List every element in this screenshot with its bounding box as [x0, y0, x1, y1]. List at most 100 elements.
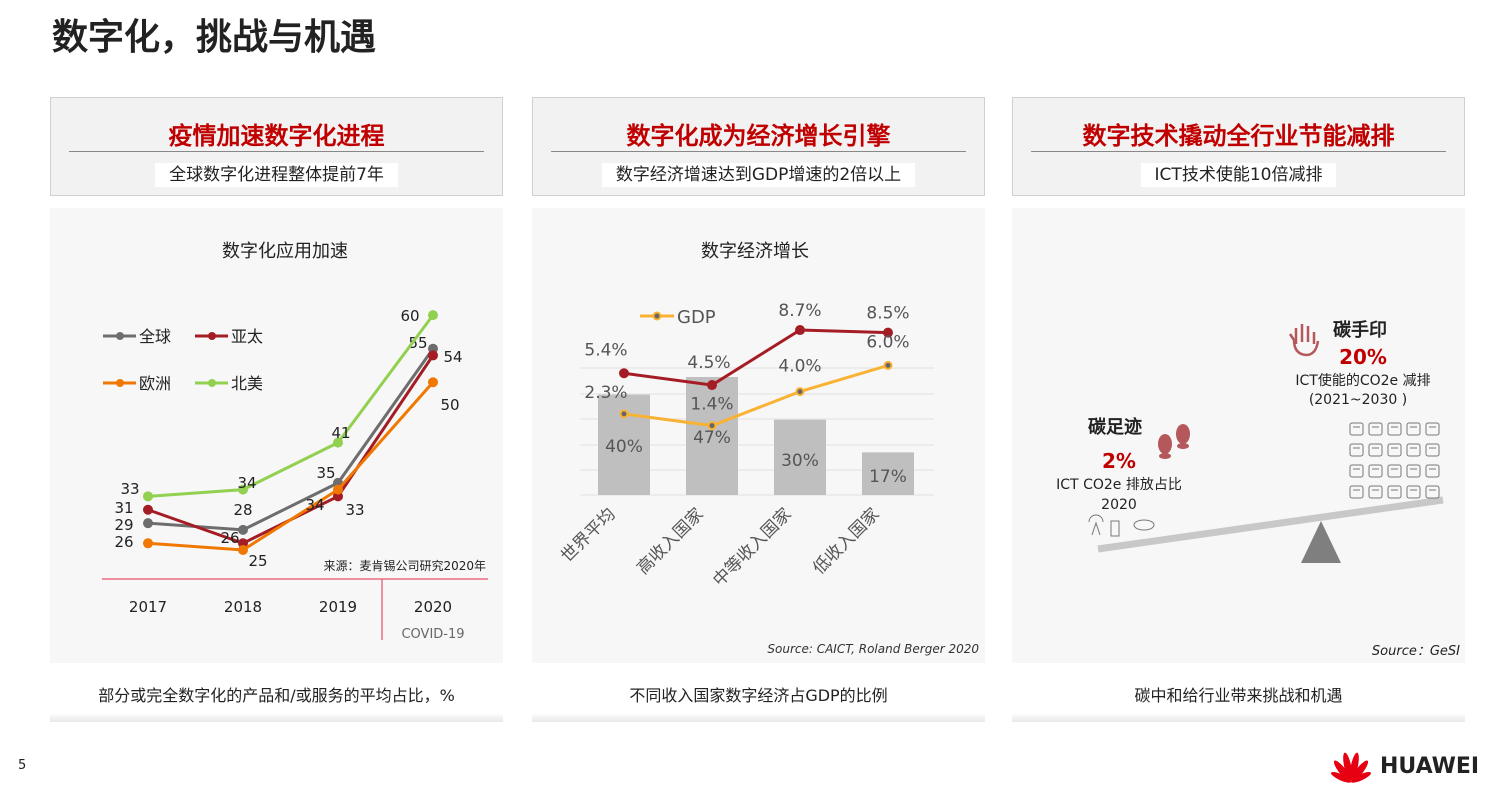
industry-icon	[1406, 443, 1421, 457]
card-footer-3: 碳中和给行业带来挑战和机遇	[1012, 678, 1465, 722]
data-label: 33	[345, 501, 364, 519]
data-label: 1.4%	[690, 395, 733, 415]
industry-icon	[1425, 443, 1440, 457]
card-header-2: 数字化成为经济增长引擎 数字经济增速达到GDP增速的2倍以上	[532, 97, 985, 196]
data-label: 55	[408, 334, 427, 352]
series-line	[623, 328, 889, 387]
industry-icon	[1387, 443, 1402, 457]
x-tick-label: 2020	[414, 598, 452, 616]
industry-icon	[1406, 464, 1421, 478]
data-point	[238, 545, 248, 555]
legend-label: 全球	[139, 327, 171, 346]
data-point	[333, 437, 343, 448]
industry-icon	[1425, 464, 1440, 478]
brand-name: HUAWEI	[1380, 753, 1480, 779]
bar-label: 30%	[781, 451, 819, 471]
legend-label: 北美	[231, 374, 263, 393]
data-label: 26	[220, 529, 239, 547]
data-point	[883, 327, 893, 338]
card-footer-2: 不同收入国家数字经济占GDP的比例	[532, 678, 985, 722]
data-label: 34	[305, 496, 324, 514]
bar-label: 17%	[869, 467, 907, 487]
card-subheading: ICT技术使能10倍减排	[1140, 163, 1337, 187]
industry-icon	[1387, 485, 1402, 499]
series-line-全球	[147, 347, 435, 532]
industry-icon	[1425, 485, 1440, 499]
huawei-petal-icon	[1330, 752, 1372, 783]
data-point	[238, 484, 248, 495]
data-point	[143, 518, 153, 529]
chart1-source: 来源：麦肯锡公司研究2020年	[323, 558, 486, 573]
x-tick-label: 2017	[129, 598, 167, 616]
data-point	[143, 504, 153, 515]
series-line	[623, 363, 889, 428]
industry-icon	[1368, 422, 1383, 436]
card-subheading: 全球数字化进程整体提前7年	[155, 163, 398, 187]
hand-icon	[1288, 324, 1320, 357]
card-footer-1: 部分或完全数字化的产品和/或服务的平均占比，%	[50, 678, 503, 722]
legend-marker	[652, 311, 662, 321]
series-line-北美	[147, 314, 435, 498]
series-line-亚太	[147, 354, 435, 545]
covid-annotation: COVID-19	[401, 627, 464, 642]
data-point	[238, 524, 248, 535]
data-point	[428, 350, 438, 361]
footprint-value: 2%	[1102, 449, 1136, 473]
legend-marker	[116, 332, 124, 340]
legend-label: 亚太	[231, 327, 263, 346]
data-label: 54	[443, 348, 462, 366]
huawei-logo: HUAWEI	[1328, 748, 1479, 784]
industry-icon	[1406, 422, 1421, 436]
industry-icon	[1349, 422, 1364, 436]
bar	[862, 452, 914, 495]
data-label: 4.0%	[778, 357, 821, 377]
card-header-1: 疫情加速数字化进程 全球数字化进程整体提前7年	[50, 97, 503, 196]
handprint-desc: ICT使能的CO2e 减排	[1295, 372, 1430, 389]
data-point	[619, 368, 629, 379]
card-subheading: 数字经济增速达到GDP增速的2倍以上	[601, 163, 916, 187]
data-label: 6.0%	[866, 332, 909, 352]
balance-source: Source：GeSI	[1372, 644, 1460, 659]
x-tick-label: 2018	[224, 598, 262, 616]
bar-label: 47%	[693, 428, 731, 448]
data-point	[143, 491, 153, 502]
legend-marker	[208, 332, 216, 340]
card-heading: 疫情加速数字化进程	[168, 122, 385, 150]
data-point	[795, 387, 805, 397]
handprint-title: 碳手印	[1333, 319, 1387, 341]
data-label: 60	[400, 307, 419, 325]
industry-icon	[1387, 422, 1402, 436]
x-tick-label: 高收入国家	[633, 504, 707, 578]
data-point	[795, 325, 805, 336]
chart2-source: Source: CAICT, Roland Berger 2020	[767, 642, 979, 656]
data-label: 34	[237, 474, 256, 492]
chart2-title: 数字经济增长	[701, 241, 809, 262]
data-label: 8.7%	[778, 301, 821, 321]
page-number: 5	[18, 758, 27, 773]
seesaw-fulcrum	[1301, 521, 1341, 563]
bar	[686, 377, 738, 495]
x-tick-label: 中等收入国家	[709, 504, 795, 590]
data-point	[143, 538, 153, 549]
data-point	[428, 310, 438, 321]
industry-icon	[1368, 464, 1383, 478]
industry-icon	[1349, 464, 1364, 478]
industry-icon	[1387, 464, 1402, 478]
handprint-value: 20%	[1339, 345, 1387, 369]
data-point	[428, 377, 438, 388]
legend-marker	[116, 379, 124, 387]
bar-label: 40%	[605, 437, 643, 457]
data-label: 29	[114, 516, 133, 534]
footprint-title: 碳足迹	[1088, 416, 1142, 438]
data-label: 4.5%	[687, 353, 730, 373]
industry-icon	[1368, 485, 1383, 499]
data-label: 2.3%	[584, 383, 627, 403]
industry-icon	[1406, 485, 1421, 499]
industry-icon	[1368, 443, 1383, 457]
data-point	[619, 409, 629, 419]
page-title: 数字化，挑战与机遇	[52, 17, 377, 58]
data-label: 28	[233, 501, 252, 519]
industry-icon	[1349, 443, 1364, 457]
bar	[774, 419, 826, 495]
legend-marker	[208, 379, 216, 387]
